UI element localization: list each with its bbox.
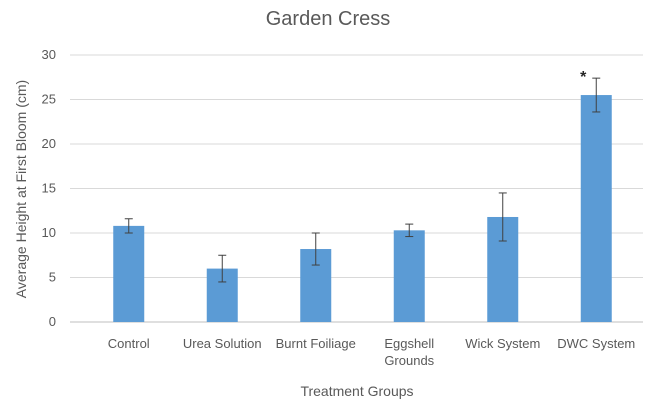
x-category-label: Control	[108, 336, 150, 351]
x-category-label: Eggshell	[384, 336, 434, 351]
bar	[580, 95, 612, 322]
x-category-label: DWC System	[557, 336, 635, 351]
y-tick-label: 10	[42, 225, 56, 240]
y-axis-ticks: 0 5 10 15 20 25 30	[42, 47, 56, 329]
bar	[393, 230, 425, 322]
significance-asterisk: *	[580, 69, 587, 86]
y-tick-label: 0	[49, 314, 56, 329]
bars	[113, 95, 612, 322]
y-tick-label: 25	[42, 92, 56, 107]
x-category-label: Wick System	[465, 336, 540, 351]
bar	[113, 225, 145, 322]
x-category-label: Urea Solution	[183, 336, 262, 351]
y-axis-title: Average Height at First Bloom (cm)	[13, 80, 29, 298]
y-tick-label: 20	[42, 136, 56, 151]
chart-title: Garden Cress	[266, 8, 391, 30]
gridlines	[70, 54, 643, 278]
y-tick-label: 15	[42, 181, 56, 196]
y-tick-label: 30	[42, 47, 56, 62]
y-tick-label: 5	[49, 270, 56, 285]
x-category-label: Grounds	[384, 353, 434, 368]
error-bars	[124, 77, 601, 283]
annotations: *	[580, 69, 587, 86]
x-category-label: Burnt Foiliage	[276, 336, 356, 351]
x-axis-title: Treatment Groups	[300, 383, 413, 399]
x-axis-categories: Control Urea Solution Burnt Foiliage Eggshe…	[108, 336, 635, 368]
